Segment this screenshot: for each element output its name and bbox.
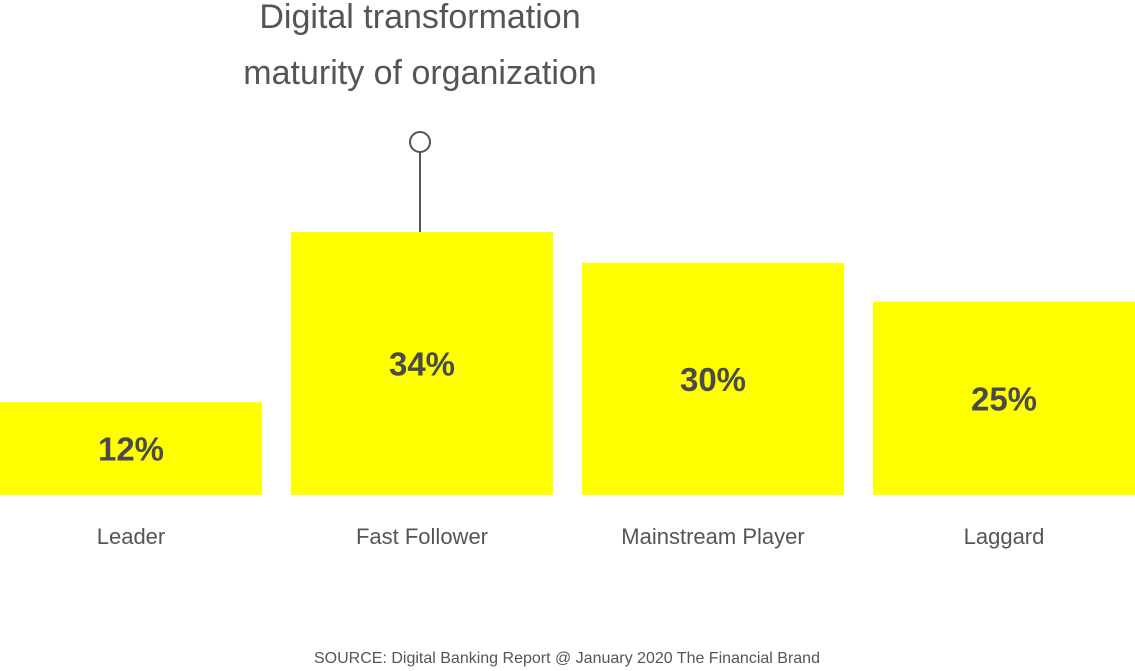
category-label-laggard: Laggard: [964, 524, 1045, 549]
chart-title-line-1: Digital transformation: [259, 0, 580, 36]
chart-title-line-2: maturity of organization: [243, 54, 596, 92]
title-connector-dot: [409, 131, 431, 153]
bar-laggard: [873, 301, 1135, 495]
bars-group: [0, 232, 1135, 495]
data-label-fast-follower: 34%: [389, 346, 455, 383]
category-labels-group: Leader Fast Follower Mainstream Player Lagg…: [97, 524, 1045, 549]
data-label-leader: 12%: [98, 431, 164, 468]
bar-labels-group: 12% 34% 30% 25%: [98, 346, 1037, 468]
category-label-mainstream-player: Mainstream Player: [621, 524, 804, 549]
bar-leader: [0, 402, 262, 495]
source-note: SOURCE: Digital Banking Report @ January…: [314, 650, 820, 667]
data-label-laggard: 25%: [971, 380, 1037, 417]
bar-mainstream-player: [582, 262, 844, 495]
category-label-fast-follower: Fast Follower: [356, 524, 488, 549]
category-label-leader: Leader: [97, 524, 166, 549]
bar-fast-follower: [291, 232, 553, 495]
data-label-mainstream-player: 30%: [680, 361, 746, 398]
